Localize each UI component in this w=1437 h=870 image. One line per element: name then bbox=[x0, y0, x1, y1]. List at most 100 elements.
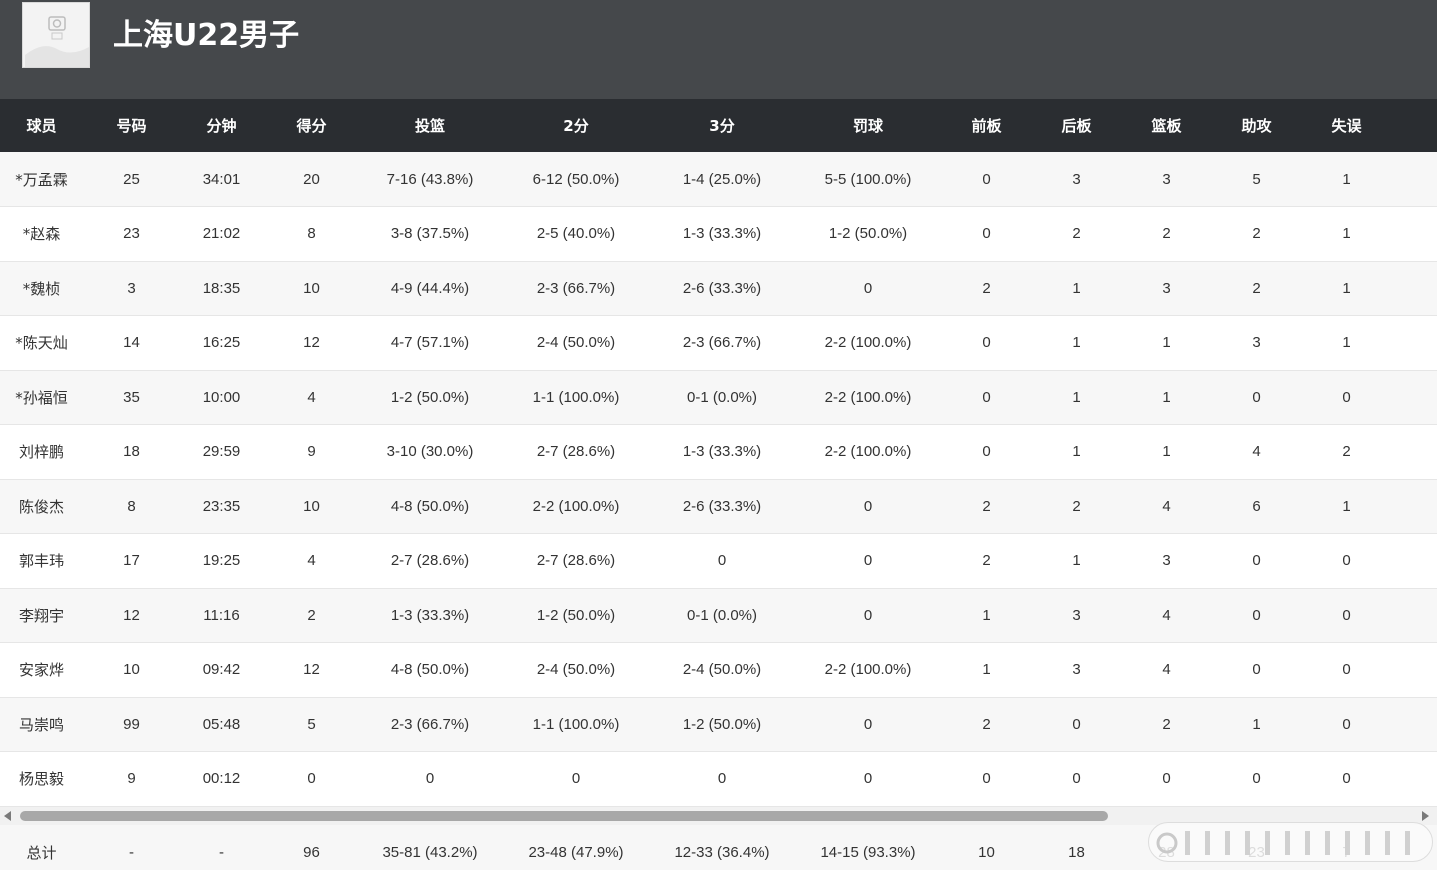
stat-cell-tov: 0 bbox=[1342, 388, 1351, 406]
stat-cell-two-pt: 2-4 (50.0%) bbox=[536, 661, 616, 679]
scroll-left-arrow-icon[interactable] bbox=[4, 811, 11, 821]
scroll-right-arrow-icon[interactable] bbox=[1422, 811, 1429, 821]
watermark-badge-icon bbox=[1148, 822, 1433, 862]
player-name-cell[interactable]: 李翔宇 bbox=[18, 606, 64, 625]
column-header-number[interactable]: 号码 bbox=[116, 117, 147, 135]
player-name-cell[interactable]: 安家烨 bbox=[18, 661, 64, 680]
stat-cell-two-pt: 1-1 (100.0%) bbox=[532, 388, 620, 406]
horizontal-scrollbar[interactable] bbox=[0, 807, 1437, 825]
stat-cell-three-pt: 0-1 (0.0%) bbox=[686, 388, 758, 406]
stat-cell-stl: 1 bbox=[1389, 425, 1437, 480]
stat-cell-ft: 2-2 (100.0%) bbox=[824, 443, 912, 461]
column-header-dreb[interactable]: 后板 bbox=[1061, 117, 1092, 135]
stat-cell-minutes: 16:25 bbox=[202, 334, 241, 352]
stat-cell-fg: 2-3 (66.7%) bbox=[390, 715, 470, 733]
stat-cell-oreb: 1 bbox=[982, 606, 991, 624]
player-name-cell[interactable]: 郭丰玮 bbox=[18, 552, 64, 571]
stat-cell-number: 23 bbox=[123, 225, 140, 243]
player-name-cell[interactable]: 杨思毅 bbox=[18, 770, 64, 789]
column-header-ast[interactable]: 助攻 bbox=[1241, 117, 1272, 135]
stat-cell-oreb: 0 bbox=[982, 388, 991, 406]
stat-cell-fg: 1-3 (33.3%) bbox=[390, 606, 470, 624]
stat-cell-reb: 0 bbox=[1162, 770, 1171, 788]
stat-cell-dreb: 1 bbox=[1072, 279, 1081, 297]
column-header-points[interactable]: 得分 bbox=[296, 117, 327, 135]
box-score-table-container[interactable]: 球员号码分钟得分投篮2分3分罚球前板后板篮板助攻失误抢 *万孟霖2534:012… bbox=[0, 99, 1437, 807]
stat-cell-dreb: 3 bbox=[1072, 170, 1081, 188]
totals-cell-three-pt: 12-33 (36.4%) bbox=[674, 844, 770, 862]
column-header-two-pt[interactable]: 2分 bbox=[563, 117, 589, 135]
stat-cell-oreb: 2 bbox=[982, 715, 991, 733]
stat-cell-tov: 0 bbox=[1342, 715, 1351, 733]
stat-cell-oreb: 1 bbox=[982, 661, 991, 679]
stat-cell-points: 10 bbox=[303, 497, 320, 515]
stat-cell-oreb: 2 bbox=[982, 279, 991, 297]
stat-cell-tov: 1 bbox=[1342, 497, 1351, 515]
stat-cell-three-pt: 2-4 (50.0%) bbox=[682, 661, 762, 679]
stat-cell-number: 3 bbox=[127, 279, 136, 297]
player-name-cell[interactable]: *赵森 bbox=[22, 225, 61, 244]
table-row: 李翔宇 12 11:16 2 1-3 (33.3%) 1-2 (50.0%) 0-1 (0.… bbox=[0, 588, 1437, 643]
stat-cell-fg: 4-7 (57.1%) bbox=[390, 334, 470, 352]
stat-cell-dreb: 1 bbox=[1072, 552, 1081, 570]
column-header-tov[interactable]: 失误 bbox=[1331, 117, 1362, 135]
stat-cell-points: 9 bbox=[307, 443, 316, 461]
stat-cell-ast: 4 bbox=[1252, 443, 1261, 461]
stat-cell-oreb: 2 bbox=[982, 497, 991, 515]
stat-cell-tov: 0 bbox=[1342, 552, 1351, 570]
stat-cell-minutes: 11:16 bbox=[203, 606, 240, 624]
player-name-cell[interactable]: *孙福恒 bbox=[15, 388, 68, 407]
stat-cell-reb: 3 bbox=[1162, 279, 1171, 297]
stat-cell-oreb: 2 bbox=[982, 552, 991, 570]
stat-cell-two-pt: 2-2 (100.0%) bbox=[532, 497, 620, 515]
stat-cell-tov: 1 bbox=[1342, 279, 1351, 297]
stat-cell-two-pt: 6-12 (50.0%) bbox=[532, 170, 620, 188]
stat-cell-stl: 2 bbox=[1389, 643, 1437, 698]
column-header-ft[interactable]: 罚球 bbox=[852, 117, 883, 135]
column-header-oreb[interactable]: 前板 bbox=[971, 117, 1002, 135]
table-row: *陈天灿 14 16:25 12 4-7 (57.1%) 2-4 (50.0%) 2-3 (… bbox=[0, 315, 1437, 370]
column-header-player[interactable]: 球员 bbox=[26, 117, 57, 135]
stat-cell-three-pt: 1-2 (50.0%) bbox=[682, 715, 762, 733]
player-name-cell[interactable]: *陈天灿 bbox=[15, 334, 68, 353]
scrollbar-thumb[interactable] bbox=[20, 811, 1108, 821]
totals-cell-two-pt: 23-48 (47.9%) bbox=[528, 844, 624, 862]
stat-cell-stl: 2 bbox=[1389, 152, 1437, 207]
totals-cell-fg: 35-81 (43.2%) bbox=[382, 844, 478, 862]
stat-cell-tov: 1 bbox=[1342, 334, 1351, 352]
column-header-fg[interactable]: 投篮 bbox=[414, 117, 445, 135]
team-name: 上海U22男子 bbox=[113, 18, 300, 53]
table-row: 刘梓鹏 18 29:59 9 3-10 (30.0%) 2-7 (28.6%) 1-3 (3… bbox=[0, 424, 1437, 480]
stat-cell-ast: 6 bbox=[1252, 497, 1261, 515]
stat-cell-ft: 0 bbox=[863, 715, 873, 733]
player-name-cell[interactable]: *魏桢 bbox=[22, 279, 61, 298]
totals-cell-dreb: 18 bbox=[1068, 844, 1085, 862]
stat-cell-points: 2 bbox=[307, 606, 316, 624]
stat-cell-three-pt: 0 bbox=[717, 770, 727, 788]
stat-cell-reb: 4 bbox=[1162, 661, 1171, 679]
stat-cell-tov: 0 bbox=[1342, 606, 1351, 624]
stat-cell-dreb: 2 bbox=[1072, 225, 1081, 243]
column-header-reb[interactable]: 篮板 bbox=[1151, 117, 1182, 135]
stat-cell-points: 5 bbox=[307, 715, 316, 733]
stat-cell-reb: 1 bbox=[1162, 443, 1171, 461]
stat-cell-points: 10 bbox=[303, 279, 320, 297]
stat-cell-points: 8 bbox=[307, 225, 316, 243]
player-name-cell[interactable]: *万孟霖 bbox=[15, 170, 68, 189]
stat-cell-two-pt: 0 bbox=[571, 770, 581, 788]
stat-cell-two-pt: 1-1 (100.0%) bbox=[532, 715, 620, 733]
stat-cell-fg: 4-8 (50.0%) bbox=[390, 661, 470, 679]
player-name-cell[interactable]: 刘梓鹏 bbox=[18, 443, 64, 462]
column-header-minutes[interactable]: 分钟 bbox=[206, 117, 237, 135]
stat-cell-ft: 0 bbox=[863, 497, 873, 515]
player-name-cell[interactable]: 马崇鸣 bbox=[18, 715, 64, 734]
column-header-stl[interactable]: 抢 bbox=[1389, 99, 1437, 152]
player-name-cell[interactable]: 陈俊杰 bbox=[18, 497, 64, 516]
column-header-three-pt[interactable]: 3分 bbox=[709, 117, 735, 135]
stat-cell-reb: 1 bbox=[1162, 388, 1171, 406]
stat-cell-minutes: 18:35 bbox=[202, 279, 241, 297]
stat-cell-oreb: 0 bbox=[982, 443, 991, 461]
stat-cell-stl: 3 bbox=[1389, 479, 1437, 534]
stat-cell-fg: 0 bbox=[425, 770, 435, 788]
stat-cell-two-pt: 2-3 (66.7%) bbox=[536, 279, 616, 297]
